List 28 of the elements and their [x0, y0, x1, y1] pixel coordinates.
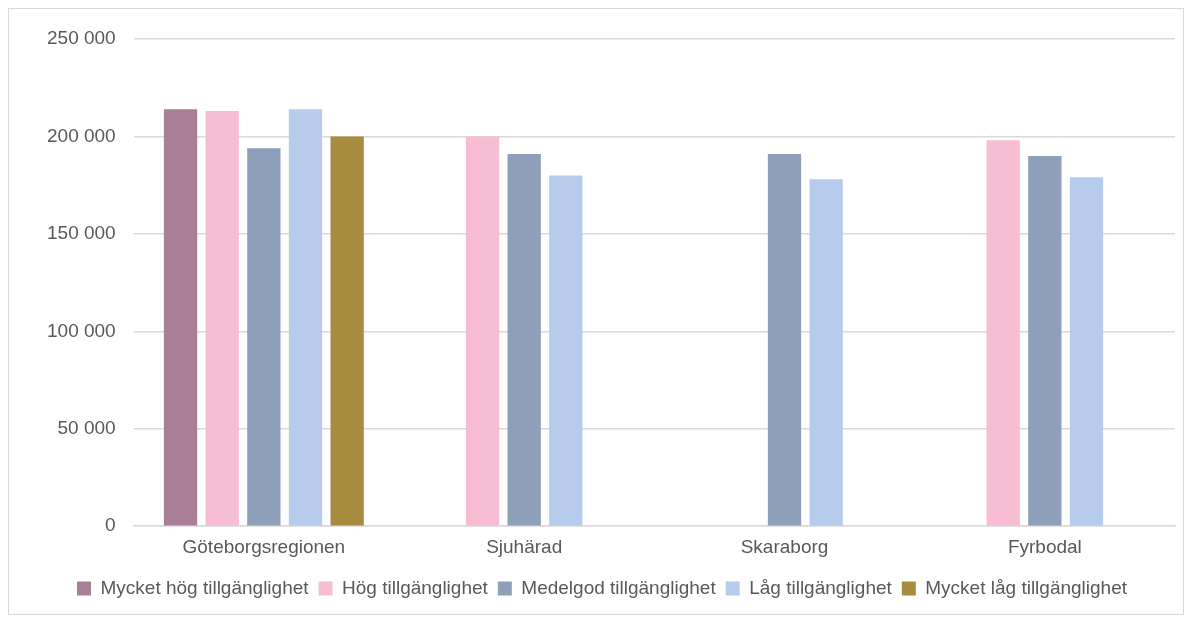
x-tick-label: Göteborgsregionen [182, 535, 346, 557]
bar [507, 153, 541, 526]
bar [163, 109, 198, 526]
legend-label: Medelgod tillgänglighet [521, 576, 717, 598]
y-tick-label: 50 000 [57, 416, 116, 438]
bar [1028, 155, 1062, 526]
y-tick-label: 0 [105, 514, 116, 536]
bar [330, 136, 364, 526]
x-tick-label: Skaraborg [740, 535, 829, 557]
legend-label: Låg tillgänglighet [749, 576, 893, 598]
legend-label: Hög tillgänglighet [342, 576, 489, 598]
x-tick-label: Fyrbodal [1007, 535, 1082, 557]
legend-label: Mycket låg tillgänglighet [925, 576, 1128, 598]
x-tick-label: Sjuhärad [486, 535, 563, 557]
bar [986, 140, 1020, 526]
y-tick-label: 150 000 [46, 222, 116, 244]
y-tick-label: 100 000 [46, 319, 116, 341]
bar [288, 109, 323, 526]
y-tick-label: 250 000 [46, 27, 116, 49]
bar [465, 136, 500, 526]
bar [767, 153, 802, 526]
bar [809, 179, 843, 526]
legend-label: Mycket hög tillgänglighet [100, 576, 310, 598]
bar [247, 148, 281, 526]
y-tick-label: 200 000 [46, 124, 116, 146]
bar [1069, 177, 1104, 526]
bar [205, 111, 239, 526]
bar [549, 175, 583, 526]
